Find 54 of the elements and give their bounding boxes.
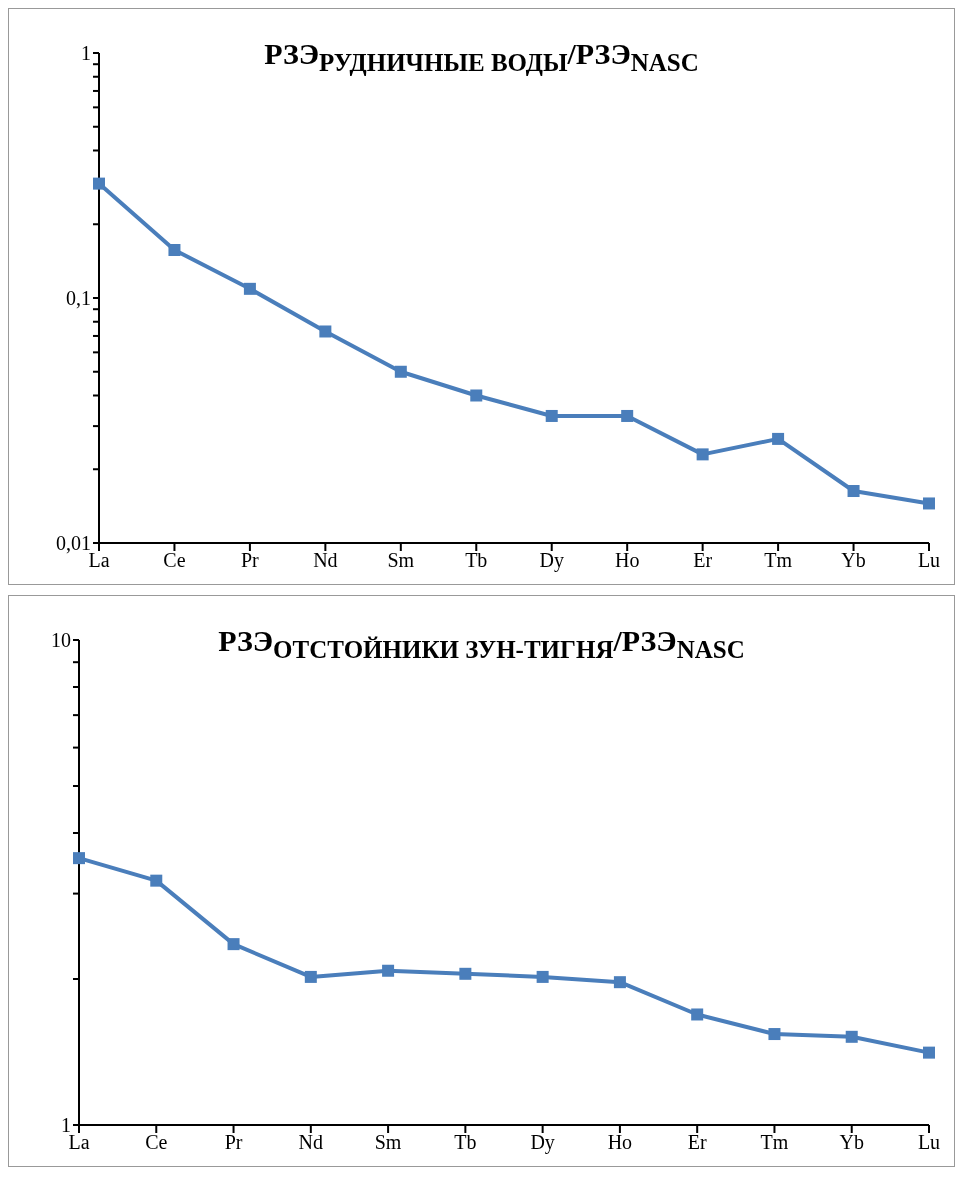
point bbox=[545, 409, 558, 422]
point bbox=[470, 389, 483, 402]
x-tick-label: Lu bbox=[917, 549, 941, 572]
point bbox=[621, 409, 634, 422]
point bbox=[536, 970, 549, 983]
point bbox=[319, 325, 332, 338]
point bbox=[168, 244, 181, 257]
x-tick-label: Nd bbox=[313, 549, 338, 572]
y-tick-label: 0,01 bbox=[56, 532, 91, 555]
point bbox=[923, 497, 935, 510]
point bbox=[845, 1030, 858, 1043]
x-tick-label: Nd bbox=[298, 1131, 324, 1154]
x-tick-label: Sm bbox=[374, 1131, 402, 1154]
y-tick-label: 10 bbox=[51, 629, 71, 652]
chart-title: РЗЭ$_{РУДНИЧНЫЕ ВОДЫ}$/РЗЭ$_{NASC}$ bbox=[264, 37, 699, 76]
point bbox=[613, 976, 626, 989]
point bbox=[93, 177, 105, 190]
y-tick-label: 0,1 bbox=[66, 287, 91, 310]
x-tick-label: Dy bbox=[539, 549, 564, 573]
x-tick-label: Ho bbox=[614, 549, 640, 572]
x-tick-label: Tb bbox=[454, 1131, 477, 1154]
x-tick-label: Sm bbox=[387, 549, 415, 572]
x-tick-label: Yb bbox=[839, 1131, 864, 1154]
x-tick-label: Tm bbox=[764, 549, 793, 572]
point bbox=[696, 448, 709, 461]
point bbox=[768, 1028, 781, 1041]
point bbox=[459, 967, 472, 980]
x-tick-label: Ce bbox=[145, 1131, 168, 1154]
point bbox=[772, 432, 785, 445]
y-tick-label: 1 bbox=[81, 42, 91, 65]
x-tick-label: Dy bbox=[530, 1131, 555, 1155]
x-tick-label: Tb bbox=[465, 549, 488, 572]
x-tick-label: Pr bbox=[241, 549, 260, 572]
x-tick-label: Er bbox=[687, 1131, 707, 1154]
x-tick-label: Yb bbox=[841, 549, 866, 572]
chart-title: РЗЭ$_{ОТСТОЙНИКИ ЗУН-ТИГНЯ}$/РЗЭ$_{NASC}$ bbox=[218, 624, 745, 663]
point bbox=[73, 852, 85, 865]
x-tick-label: Pr bbox=[224, 1131, 243, 1154]
point bbox=[304, 970, 317, 983]
point bbox=[394, 365, 407, 378]
x-tick-label: Ho bbox=[607, 1131, 633, 1154]
x-tick-label: Tm bbox=[760, 1131, 789, 1154]
x-tick-label: Lu bbox=[917, 1131, 941, 1154]
point bbox=[150, 874, 163, 887]
point bbox=[923, 1046, 935, 1059]
point bbox=[847, 485, 860, 498]
x-tick-label: Ce bbox=[163, 549, 186, 572]
x-tick-label: La bbox=[88, 549, 110, 572]
point bbox=[382, 964, 395, 977]
x-tick-label: La bbox=[68, 1131, 90, 1154]
point bbox=[227, 938, 240, 951]
point bbox=[691, 1008, 704, 1021]
point bbox=[243, 282, 256, 295]
x-tick-label: Er bbox=[693, 549, 713, 572]
